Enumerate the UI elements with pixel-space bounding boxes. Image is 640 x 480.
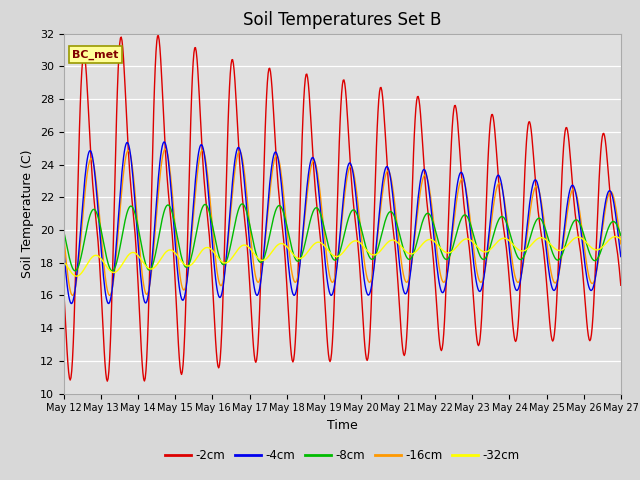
X-axis label: Time: Time [327,419,358,432]
Title: Soil Temperatures Set B: Soil Temperatures Set B [243,11,442,29]
Text: BC_met: BC_met [72,50,119,60]
Y-axis label: Soil Temperature (C): Soil Temperature (C) [22,149,35,278]
Legend: -2cm, -4cm, -8cm, -16cm, -32cm: -2cm, -4cm, -8cm, -16cm, -32cm [160,444,525,467]
